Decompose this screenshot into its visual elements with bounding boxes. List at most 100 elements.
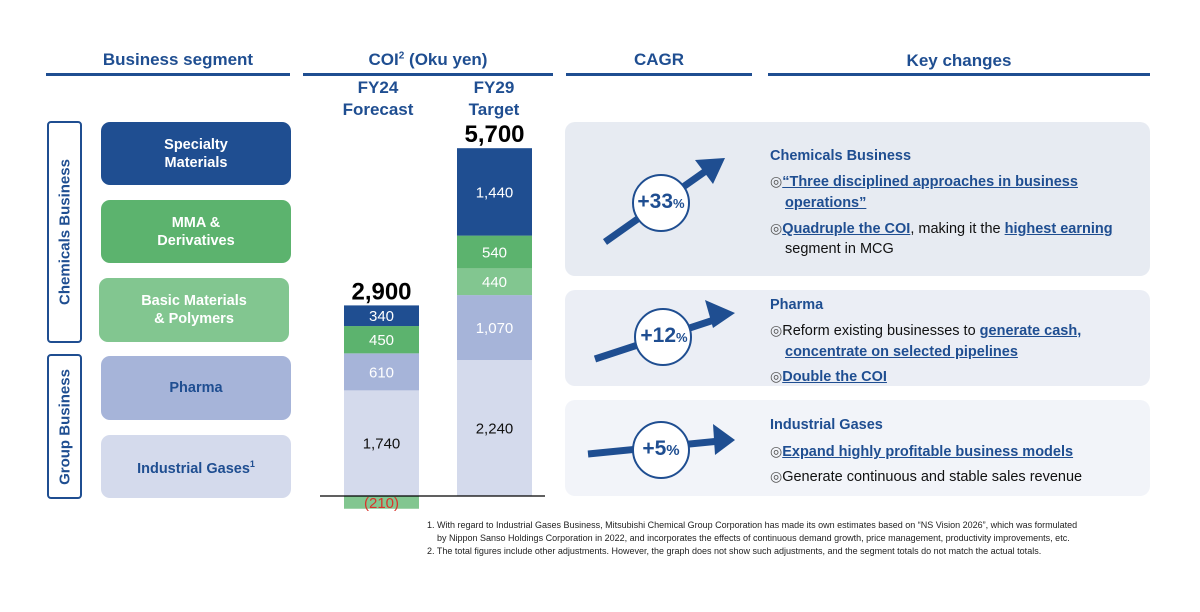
cagr-badge: +5%: [633, 437, 689, 461]
segment-label: MMA &: [171, 214, 221, 231]
bar-segment: [344, 496, 419, 509]
growth-arrow-icon: [602, 158, 725, 245]
bullet-icon: ◎: [770, 220, 783, 236]
bar-segment: [457, 360, 532, 496]
footnote-1: 1. With regard to Industrial Gases Busin…: [427, 520, 1078, 530]
bar-value-label: 540: [482, 244, 507, 261]
bar-value-label: 440: [482, 274, 507, 291]
bar-segment: [344, 326, 419, 354]
group-label: Group Business: [56, 368, 73, 485]
bullet-icon: ◎: [770, 368, 783, 384]
bar-segment: [344, 305, 419, 327]
growth-arrow-icon: [587, 421, 735, 479]
footnote-ref: 1: [249, 459, 255, 470]
footnote-2: 2. The total figures include other adjus…: [427, 546, 1042, 556]
footnote-1-cont: by Nippon Sanso Holdings Corporation in …: [437, 533, 1070, 543]
segment-label: Pharma: [169, 380, 223, 396]
key-change-item-cont: operations”: [785, 195, 866, 211]
emphasis-text: Double the COI: [782, 369, 887, 385]
panel-title: Industrial Gases: [770, 417, 883, 433]
segment-label: Materials: [164, 154, 228, 171]
body-text: Reform existing businesses to: [782, 323, 980, 339]
emphasis-text: “Three disciplined approaches in busines…: [782, 174, 1078, 190]
column-fy29: FY29 Target: [446, 77, 542, 121]
header-divider: [768, 73, 1150, 76]
body-text: , making it the: [910, 221, 1005, 237]
emphasis-text: concentrate on selected pipelines: [785, 344, 1018, 360]
segment-specialty-materials: Specialty Materials: [101, 122, 291, 185]
group-label: Chemicals Business: [56, 159, 73, 305]
panel-industrial-gases: +5% Industrial Gases ◎Expand highly prof…: [565, 400, 1150, 496]
header-key-changes: Key changes: [906, 51, 1012, 70]
bar-segment: [457, 235, 532, 269]
bar-value-label: 610: [369, 364, 394, 381]
bar-value-label: 1,070: [476, 320, 514, 337]
key-change-item: ◎Expand highly profitable business model…: [770, 443, 1073, 460]
key-change-item: ◎Quadruple the COI, making it the highes…: [770, 220, 1113, 237]
footnote-ref: 2: [398, 50, 405, 62]
body-text: segment in MCG: [785, 241, 894, 257]
key-change-item: ◎“Three disciplined approaches in busine…: [770, 173, 1078, 190]
segment-basic-materials: Basic Materials & Polymers: [99, 278, 289, 342]
segment-label: Derivatives: [157, 232, 235, 249]
segment-label: & Polymers: [154, 311, 234, 327]
cagr-badge: +12%: [635, 324, 693, 348]
emphasis-text: generate cash,: [979, 323, 1082, 339]
group-group-business: Group Business: [47, 354, 82, 499]
key-change-item-cont: concentrate on selected pipelines: [785, 344, 1018, 360]
segment-label: Specialty: [164, 136, 228, 153]
key-change-item: ◎Double the COI: [770, 368, 887, 385]
bar-value-label: 340: [369, 308, 394, 325]
emphasis-text: Expand highly profitable business models: [782, 444, 1074, 460]
bullet-icon: ◎: [770, 443, 783, 459]
cagr-unit: %: [673, 196, 685, 211]
panel-chemicals: +33% Chemicals Business ◎“Three discipli…: [565, 122, 1150, 276]
cagr-unit: %: [676, 330, 688, 345]
bar-value-label: 1,440: [476, 184, 514, 201]
header-divider: [303, 73, 553, 76]
column-year: FY24: [357, 78, 399, 97]
header-business-segment: Business segment: [102, 50, 254, 69]
header-coi-unit: (Oku yen): [404, 50, 488, 69]
header-coi: COI2 (Oku yen): [303, 50, 553, 70]
cagr-unit: %: [666, 442, 680, 459]
bar-value-label: 2,240: [476, 421, 514, 438]
bar-segment: [344, 390, 419, 496]
cagr-badge: +33%: [633, 190, 689, 214]
header-coi-text: COI: [368, 50, 399, 69]
key-change-item: ◎Generate continuous and stable sales re…: [770, 468, 1082, 485]
header-divider: [566, 73, 752, 76]
bullet-icon: ◎: [770, 322, 783, 338]
growth-arrow-icon: [593, 300, 735, 366]
emphasis-text: Quadruple the COI: [782, 221, 911, 237]
bar-value-label: (210): [364, 495, 399, 512]
column-year: FY29: [473, 78, 515, 97]
coi-stacked-bar-chart: 1,740 610 (210) 450 340 2,900 2,240 1,070 440 540…: [320, 121, 545, 512]
column-fy24: FY24 Forecast: [330, 77, 426, 121]
bullet-icon: ◎: [770, 173, 783, 189]
segment-label: Basic Materials: [141, 293, 247, 309]
header-cagr: CAGR: [633, 50, 685, 69]
bar-segment: [457, 268, 532, 296]
segment-mma-derivatives: MMA & Derivatives: [101, 200, 291, 263]
bar-total-label: 2,900: [351, 278, 411, 305]
column-type: Forecast: [342, 100, 414, 119]
panel-title: Chemicals Business: [770, 148, 912, 164]
segment-industrial-gases: Industrial Gases1: [101, 435, 291, 498]
segment-label: Industrial Gases: [137, 460, 250, 477]
body-text: Generate continuous and stable sales rev…: [782, 469, 1083, 485]
segment-pharma: Pharma: [101, 356, 291, 420]
cagr-value: +33: [637, 190, 674, 213]
bar-segment: [457, 148, 532, 236]
group-chemicals-business: Chemicals Business: [47, 121, 82, 343]
bar-total-label: 5,700: [464, 121, 524, 148]
header-divider: [46, 73, 290, 76]
bar-value-label: 450: [369, 332, 394, 349]
bullet-icon: ◎: [770, 468, 783, 484]
bar-value-label: 1,740: [363, 436, 401, 453]
emphasis-text: highest earning: [1004, 221, 1113, 237]
emphasis-text: operations”: [785, 195, 867, 211]
cagr-value: +12: [640, 324, 677, 347]
cagr-value: +5: [642, 437, 667, 460]
